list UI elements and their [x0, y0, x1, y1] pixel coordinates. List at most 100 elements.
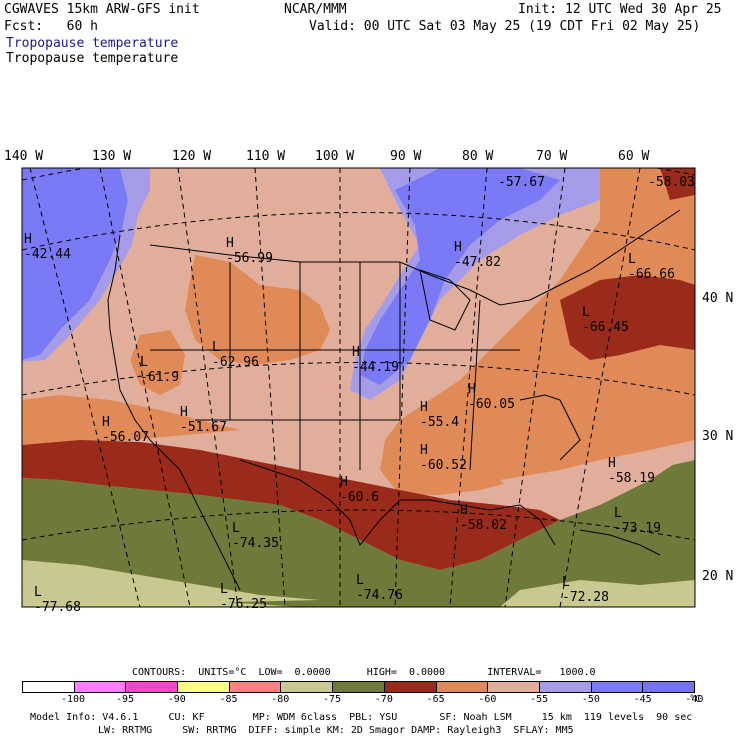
legend-tick-label: -80 — [271, 694, 290, 705]
extremum-value: -74.76 — [356, 588, 403, 603]
extremum-kind: L — [628, 252, 636, 267]
legend-swatch — [436, 682, 489, 692]
extremum-value: -60.52 — [420, 458, 467, 473]
extremum-label: L -74.76 — [356, 573, 403, 603]
lon-label-60w: 60 W — [618, 149, 650, 164]
legend-swatch — [229, 682, 282, 692]
lat-label-20n: 20 N — [702, 569, 734, 584]
init-time: Init: 12 UTC Wed 30 Apr 25 — [518, 2, 722, 17]
legend-swatch — [488, 682, 540, 692]
model-info-line-1: Model Info: V4.6.1 CU: KF MP: WDM 6class… — [30, 712, 693, 723]
legend-tick-label: -95 — [115, 694, 134, 705]
extremum-kind: H — [460, 503, 468, 518]
extremum-kind: H — [468, 382, 476, 397]
extremum-kind: H — [340, 475, 348, 490]
extremum-kind: H — [180, 405, 188, 420]
legend-swatch — [384, 682, 437, 692]
extremum-value: -60.6 — [340, 490, 380, 505]
lat-label-30n: 30 N — [702, 429, 734, 444]
legend-swatch — [74, 682, 127, 692]
extremum-value: -60.05 — [468, 397, 515, 412]
extremum-kind: H — [352, 345, 360, 360]
extremum-label: L -66.66 — [628, 252, 675, 282]
extremum-label: H -55.4 — [420, 400, 459, 430]
legend-swatch — [281, 682, 334, 692]
model-title: CGWAVES 15km ARW-GFS init — [4, 2, 200, 17]
extremum-label: H -60.6 — [340, 475, 379, 505]
legend-tick-label: -65 — [426, 694, 445, 705]
legend-unit: °C — [689, 694, 702, 705]
legend-swatch — [333, 682, 385, 692]
extremum-label: H -58.02 — [460, 503, 507, 533]
extremum-kind: H — [420, 400, 428, 415]
extremum-value: -61.9 — [140, 370, 180, 385]
map-frame — [21, 167, 696, 608]
field-title-1: Tropopause temperature — [6, 36, 179, 51]
legend-tick-label: -45 — [633, 694, 652, 705]
extremum-label: H -56.07 — [102, 415, 149, 445]
extremum-label: H -58.19 — [608, 456, 655, 486]
extremum-label: H -47.82 — [454, 240, 501, 270]
extremum-value: -56.99 — [226, 251, 273, 266]
extremum-label: L -73.19 — [614, 506, 661, 536]
extremum-label: H -42.44 — [24, 232, 71, 262]
extremum-value: -55.4 — [420, 415, 460, 430]
extremum-value: -73.19 — [614, 521, 661, 536]
extremum-value: -44.19 — [352, 360, 399, 375]
extremum-kind: L — [232, 521, 240, 536]
legend-swatch — [643, 682, 694, 692]
extremum-value: -66.45 — [582, 320, 629, 335]
extremum-value: -66.66 — [628, 267, 675, 282]
extremum-label: L -61.9 — [140, 355, 179, 385]
color-legend — [22, 681, 695, 693]
lon-label-120w: 120 W — [172, 149, 212, 164]
extremum-label: H -56.99 — [226, 236, 273, 266]
extremum-value: -77.68 — [34, 600, 81, 615]
legend-tick-label: -75 — [323, 694, 342, 705]
legend-tick-label: -100 — [60, 694, 86, 705]
extremum-kind: L — [220, 582, 228, 597]
extremum-kind: H — [24, 232, 32, 247]
extremum-kind: H — [608, 456, 616, 471]
legend-swatch — [539, 682, 592, 692]
extremum-label: L -66.45 — [582, 305, 629, 335]
extremum-value: -72.28 — [562, 590, 609, 605]
lon-label-90w: 90 W — [390, 149, 422, 164]
extremum-kind: H — [102, 415, 110, 430]
extremum-value: -58.03 — [648, 175, 695, 190]
lon-label-140w: 140 W — [4, 149, 44, 164]
extremum-label: H -51.67 — [180, 405, 227, 435]
extremum-kind: L — [212, 340, 220, 355]
extremum-kind: L — [614, 506, 622, 521]
extremum-label: L -77.68 — [34, 585, 81, 615]
lon-label-70w: 70 W — [536, 149, 568, 164]
valid-time: Valid: 00 UTC Sat 03 May 25 (19 CDT Fri … — [309, 19, 701, 34]
extremum-label: H -44.19 — [352, 345, 399, 375]
extremum-label: L -62.96 — [212, 340, 259, 370]
extremum-kind: H — [420, 443, 428, 458]
extremum-value: -62.96 — [212, 355, 259, 370]
extremum-kind: L — [34, 585, 42, 600]
legend-tick-label: -40 — [685, 694, 704, 705]
legend-swatch — [23, 682, 75, 692]
extremum-value: -51.67 — [180, 420, 227, 435]
lat-lon-grid — [22, 168, 695, 607]
forecast-hour: Fcst: 60 h — [4, 19, 98, 34]
legend-tick-label: -90 — [167, 694, 186, 705]
extremum-label: -58.03 — [648, 175, 695, 190]
legend-tick-label: -50 — [581, 694, 600, 705]
temperature-field — [22, 168, 695, 607]
extremum-value: -56.07 — [102, 430, 149, 445]
lon-label-110w: 110 W — [246, 149, 286, 164]
extremum-kind: H — [226, 236, 234, 251]
extremum-label: L -72.28 — [562, 575, 609, 605]
legend-tick-label: -55 — [530, 694, 549, 705]
legend-tick-label: -60 — [478, 694, 497, 705]
org-label: NCAR/MMM — [284, 2, 347, 17]
field-title-2: Tropopause temperature — [6, 51, 179, 66]
extremum-value: -76.25 — [220, 597, 267, 612]
extremum-label: L -76.25 — [220, 582, 267, 612]
extremum-label: L -74.35 — [232, 521, 279, 551]
extremum-label: -57.67 — [498, 175, 545, 190]
